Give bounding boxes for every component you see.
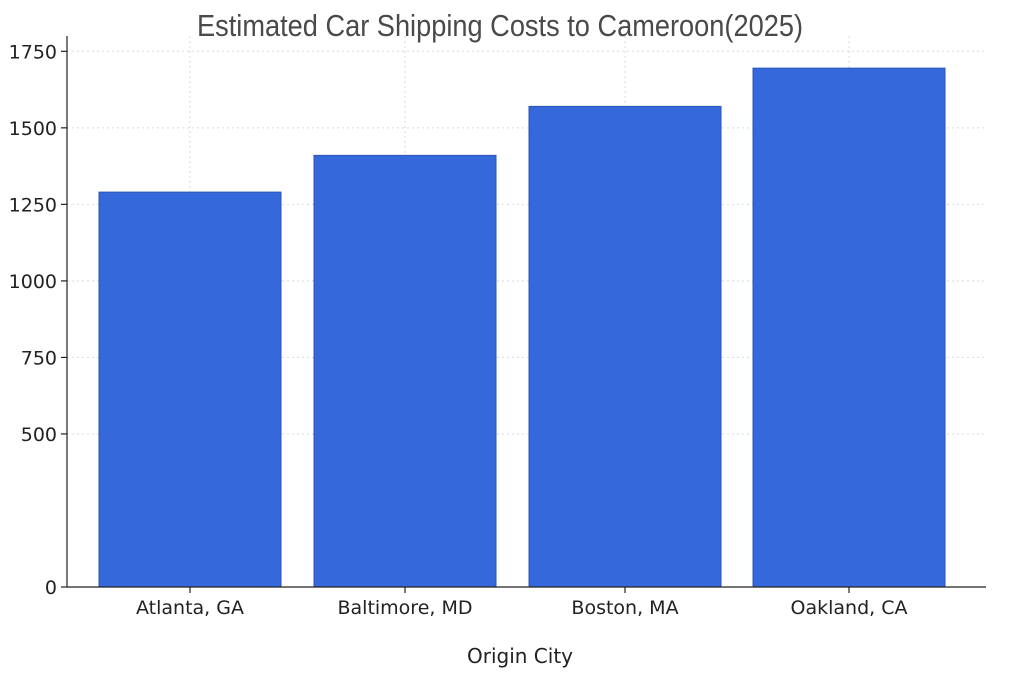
chart-title: Estimated Car Shipping Costs to Cameroon… (197, 8, 803, 43)
x-tick-label: Baltimore, MD (337, 597, 472, 619)
bars (98, 67, 946, 588)
bar (313, 154, 497, 588)
x-axis-title: Origin City (467, 644, 573, 668)
y-tick-label: 1750 (9, 41, 57, 63)
y-tick-label: 1250 (9, 194, 57, 216)
bar (752, 67, 946, 588)
x-tick-label: Oakland, CA (791, 597, 908, 619)
y-tick-label: 1000 (9, 271, 57, 293)
y-axis-ticks: 0 500 750 1000 1250 1500 1750 (9, 41, 67, 599)
x-tick-label: Boston, MA (571, 597, 678, 619)
bar (98, 191, 282, 588)
y-tick-label: 1500 (9, 118, 57, 140)
y-tick-label: 0 (45, 577, 57, 599)
x-tick-label: Atlanta, GA (136, 597, 244, 619)
y-tick-label: 500 (21, 424, 57, 446)
x-axis-ticks: Atlanta, GA Baltimore, MD Boston, MA Oaklan… (136, 587, 907, 619)
bar (528, 105, 722, 588)
y-tick-label: 750 (21, 347, 57, 369)
